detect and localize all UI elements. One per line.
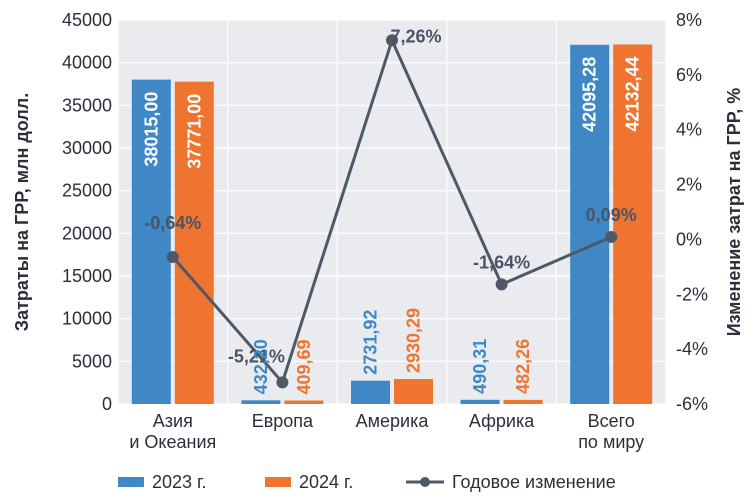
right-tick-label-7: 8% (676, 10, 702, 30)
left-tick-label-6: 30000 (62, 138, 112, 158)
right-tick-label-2: -2% (676, 284, 708, 304)
bar-2024-3 (503, 399, 543, 404)
right-tick-label-3: 0% (676, 229, 702, 249)
right-tick-label-1: -4% (676, 339, 708, 359)
left-tick-label-2: 10000 (62, 309, 112, 329)
bar-value-label-2024-0: 37771,00 (184, 94, 204, 169)
bar-2024-2 (394, 378, 433, 404)
bar-value-label-2023-2: 2731,92 (361, 310, 381, 375)
legend-label-2024: 2024 г. (299, 472, 353, 492)
legend: 2023 г. 2024 г. Годовое изменение (118, 472, 616, 492)
bar-2024-1 (284, 400, 324, 404)
category-label-0-1: и Океания (129, 432, 216, 452)
legend-line-marker (420, 477, 430, 487)
bar-2023-4 (570, 44, 610, 404)
legend-label-2023: 2023 г. (152, 472, 206, 492)
y2-axis-title: Изменение затрат на ГРР, % (724, 88, 744, 337)
right-tick-label-5: 4% (676, 120, 702, 140)
bar-2023-0 (131, 79, 171, 404)
annual-change-point-3 (495, 278, 508, 291)
left-tick-label-4: 20000 (62, 223, 112, 243)
right-tick-label-0: -6% (676, 394, 708, 414)
bar-2023-2 (351, 380, 390, 404)
right-tick-label-6: 6% (676, 65, 702, 85)
left-tick-label-5: 25000 (62, 181, 112, 201)
annual-change-label-1: -5,21% (228, 346, 285, 366)
legend-label-annual-change: Годовое изменение (452, 472, 616, 492)
bar-2024-0 (174, 81, 214, 404)
legend-swatch-2024 (265, 477, 291, 487)
bar-2023-1 (241, 400, 281, 404)
annual-change-label-3: -1,64% (473, 252, 530, 272)
annual-change-point-1 (276, 376, 289, 389)
right-tick-label-4: 2% (676, 175, 702, 195)
category-label-0-0: Азия (153, 411, 193, 431)
left-axis-ticks: 0 5000 10000 15000 20000 25000 30000 35000 40000… (62, 10, 112, 414)
bar-labels: 38015,00 432,20 2731,92 490,31 42095,28 37771… (141, 56, 642, 394)
left-tick-label-8: 40000 (62, 53, 112, 73)
category-label-2-0: Америка (356, 411, 430, 431)
category-label-4-1: по миру (578, 432, 644, 452)
annual-change-point-0 (166, 250, 179, 263)
annual-change-line: -0,64% -5,21% 7,26% -1,64% 0,09% (144, 26, 637, 389)
annual-change-point-4 (605, 230, 618, 243)
annual-change-label-4: 0,09% (586, 205, 637, 225)
bar-value-label-2024-2: 2930,29 (404, 308, 424, 373)
bar-value-label-2023-4: 42095,28 (580, 57, 600, 132)
annual-change-label-0: -0,64% (144, 213, 201, 233)
left-tick-label-0: 0 (102, 394, 112, 414)
left-tick-label-1: 5000 (72, 351, 112, 371)
category-label-3-0: Африка (469, 411, 535, 431)
bar-value-label-2024-3: 482,26 (513, 339, 533, 394)
left-tick-label-3: 15000 (62, 266, 112, 286)
bar-value-label-2023-1: 432,20 (251, 339, 271, 394)
annual-change-label-2: 7,26% (390, 26, 441, 46)
bar-2024-4 (613, 44, 653, 404)
bar-value-label-2024-4: 42132,44 (623, 56, 643, 131)
category-label-1-0: Европа (252, 411, 314, 431)
right-axis-ticks: -6% -4% -2% 0% 2% 4% 6% 8% (676, 10, 708, 414)
bar-2023-3 (460, 399, 500, 404)
left-tick-label-9: 45000 (62, 10, 112, 30)
bar-value-label-2023-0: 38015,00 (141, 92, 161, 167)
bar-value-label-2024-1: 409,69 (294, 339, 314, 394)
annual-change-point-2 (386, 34, 398, 47)
category-label-4-0: Всего (588, 411, 635, 431)
y-axis-title: Затраты на ГРР, млн долл. (12, 93, 32, 331)
left-tick-label-7: 35000 (62, 95, 112, 115)
bars (131, 44, 653, 404)
legend-swatch-2023 (118, 477, 144, 487)
bar-value-label-2023-3: 490,31 (470, 339, 490, 394)
